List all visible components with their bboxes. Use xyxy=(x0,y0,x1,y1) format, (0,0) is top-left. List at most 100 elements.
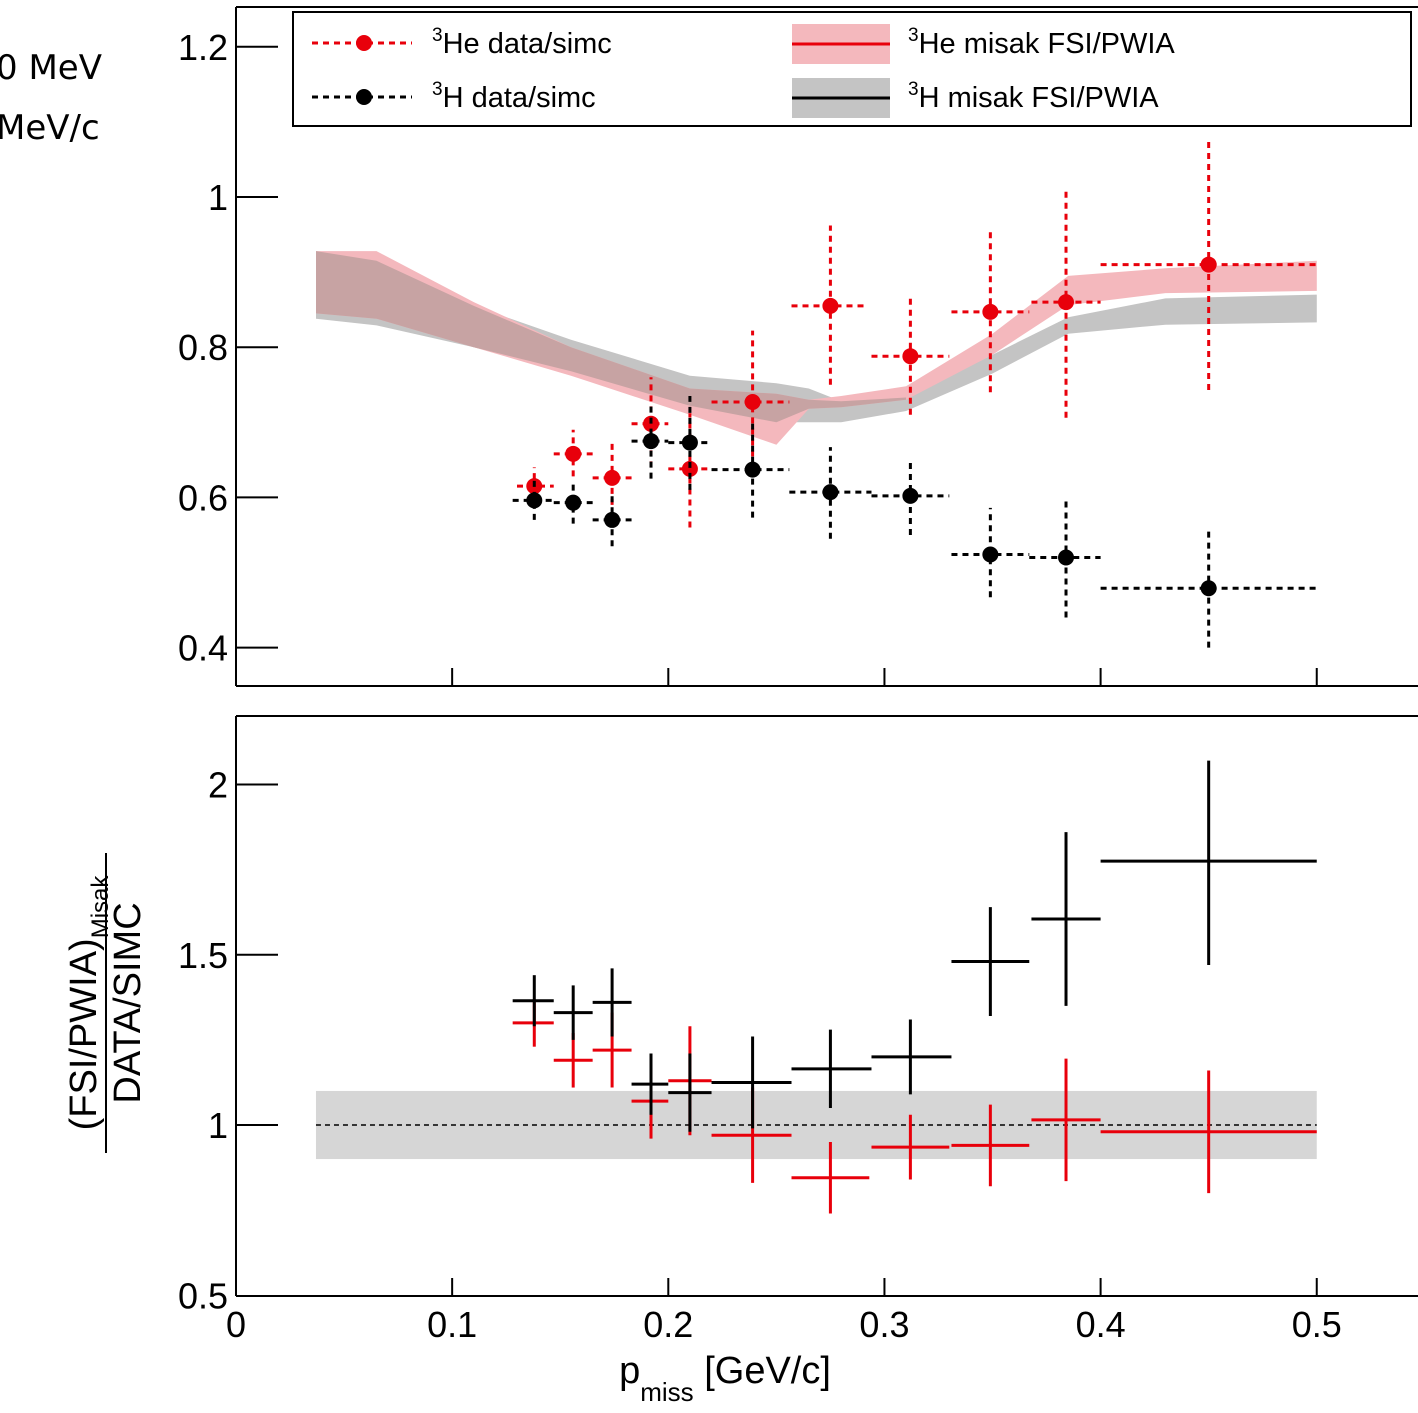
h3-marker xyxy=(902,487,919,504)
legend-he3-data-sup: 3 xyxy=(432,25,443,46)
h3-marker xyxy=(643,433,660,450)
x-axis-title-sub: miss xyxy=(640,1377,693,1407)
top-y-tick-label: 1 xyxy=(208,177,228,218)
h3-marker xyxy=(822,484,839,501)
h3-ratio-point-0 xyxy=(512,975,554,1027)
legend-he3-theory-sup: 3 xyxy=(908,25,919,46)
reference-band xyxy=(315,1090,1317,1160)
h3-data-point-8 xyxy=(951,507,1030,598)
he3-marker xyxy=(604,469,621,486)
he3-data-point-7 xyxy=(871,297,950,415)
h3-data-point-4 xyxy=(668,396,712,490)
legend-h3-data-sup: 3 xyxy=(432,79,443,100)
h3-ratio-point-8 xyxy=(951,907,1030,1017)
h3-ratio-point-9 xyxy=(1031,832,1101,1006)
he3-data-point-8 xyxy=(951,230,1030,393)
h3-ratio-point-2 xyxy=(592,968,632,1037)
he3-marker xyxy=(565,445,582,462)
he3-ratio-point-10 xyxy=(1100,1070,1317,1194)
he3-ratio-point-1 xyxy=(553,1033,593,1088)
bottom-x-tick-label: 0.1 xyxy=(427,1304,477,1345)
h3-marker xyxy=(744,461,761,478)
x-axis-title: pmiss [GeV/c] xyxy=(619,1350,831,1407)
he3-ratio-point-9 xyxy=(1031,1058,1101,1182)
h3-marker xyxy=(604,511,621,528)
y-axis-numerator-text: (FSI/PWIA) xyxy=(63,938,105,1130)
legend-h3-theory-sup: 3 xyxy=(908,79,919,100)
he3-ratio-point-8 xyxy=(951,1104,1030,1187)
legend-h3-theory-label: H misak FSI/PWIA xyxy=(919,82,1160,114)
bottom-y-tick-label: 1 xyxy=(208,1105,228,1146)
he3-data-point-1 xyxy=(553,429,593,477)
h3-data-point-9 xyxy=(1029,497,1101,618)
he3-data-point-10 xyxy=(1100,139,1317,391)
y-axis-numerator: (FSI/PWIA)Misak xyxy=(63,875,114,1131)
h3-marker xyxy=(681,434,698,451)
h3-ratio-point-5 xyxy=(711,1036,792,1129)
legend-h3-data-marker xyxy=(356,89,372,105)
h3-ratio-point-1 xyxy=(553,985,593,1040)
he3-data-point-6 xyxy=(791,225,868,385)
legend-he3-data-marker xyxy=(356,35,372,51)
cut-label-line-2: MeV/c xyxy=(0,108,100,148)
he3-marker xyxy=(1200,256,1217,273)
bottom-x-tick-label: 0.4 xyxy=(1076,1304,1126,1345)
bottom-y-tick-label: 0.5 xyxy=(178,1275,228,1316)
he3-ratio-point-7 xyxy=(871,1114,950,1180)
bottom-x-tick-label: 0.2 xyxy=(643,1304,693,1345)
theory-band-overlap xyxy=(316,251,907,423)
x-axis-title-unit: [GeV/c] xyxy=(694,1350,831,1392)
bottom-x-tick-label: 0.3 xyxy=(859,1304,909,1345)
he3-marker xyxy=(822,297,839,314)
he3-data-point-2 xyxy=(592,443,632,505)
cut-label-line-1: 0 MeV xyxy=(0,48,102,88)
legend-he3-theory-label: He misak FSI/PWIA xyxy=(919,28,1176,60)
x-axis-title-main: p xyxy=(619,1350,640,1392)
top-y-tick-label: 0.8 xyxy=(178,327,228,368)
h3-marker xyxy=(565,494,582,511)
legend-he3-theory-text: 3He misak FSI/PWIA xyxy=(908,25,1175,60)
h3-data-point-0 xyxy=(512,480,554,520)
h3-ratio-point-3 xyxy=(631,1053,669,1115)
legend-h3-theory-text: 3H misak FSI/PWIA xyxy=(908,79,1159,114)
he3-marker xyxy=(1058,294,1075,311)
h3-ratio-point-10 xyxy=(1100,760,1317,965)
top-y-tick-label: 0.4 xyxy=(178,628,228,669)
h3-marker xyxy=(526,492,543,509)
legend-item-h3-theory: 3H misak FSI/PWIA xyxy=(792,78,1159,118)
cut-label: 0 MeV MeV/c xyxy=(0,38,102,158)
h3-data-point-7 xyxy=(871,458,950,535)
legend-he3-data-label: He data/simc xyxy=(443,28,612,60)
he3-marker xyxy=(902,348,919,365)
y-axis-title: (FSI/PWIA)Misak DATA/SIMC xyxy=(63,853,149,1153)
he3-marker xyxy=(643,415,660,432)
legend: 3He data/simc 3H data/simc 3He misak FSI… xyxy=(292,11,1412,127)
he3-ratio-point-6 xyxy=(791,1142,870,1214)
y-axis-denominator: DATA/SIMC xyxy=(107,902,149,1103)
he3-marker xyxy=(744,394,761,411)
top-axes: 0.4 0.6 0.8 1 1.2 xyxy=(178,6,1418,687)
top-data-points xyxy=(512,139,1317,648)
legend-item-he3-data: 3He data/simc xyxy=(312,25,612,60)
bottom-data-points xyxy=(512,760,1317,1214)
h3-data-point-5 xyxy=(711,422,790,518)
bottom-x-tick-label: 0 xyxy=(226,1304,246,1345)
legend-h3-data-label: H data/simc xyxy=(443,82,596,114)
he3-marker xyxy=(681,460,698,477)
he3-marker xyxy=(982,303,999,320)
bottom-y-tick-label: 2 xyxy=(208,765,228,806)
legend-h3-data-text: 3H data/simc xyxy=(432,79,596,114)
top-y-tick-label: 1.2 xyxy=(178,27,228,68)
h3-ratio-point-6 xyxy=(791,1029,872,1108)
h3-marker xyxy=(1200,580,1217,597)
h3-ratio-point-4 xyxy=(668,1053,712,1132)
legend-item-h3-data: 3H data/simc xyxy=(312,79,596,114)
he3-data-point-4 xyxy=(668,413,712,528)
legend-item-he3-theory: 3He misak FSI/PWIA xyxy=(792,24,1175,64)
he3-data-point-5 xyxy=(711,330,790,468)
h3-marker xyxy=(982,546,999,563)
top-y-tick-label: 0.6 xyxy=(178,477,228,518)
h3-data-point-6 xyxy=(789,447,872,539)
h3-ratio-point-7 xyxy=(871,1019,952,1095)
